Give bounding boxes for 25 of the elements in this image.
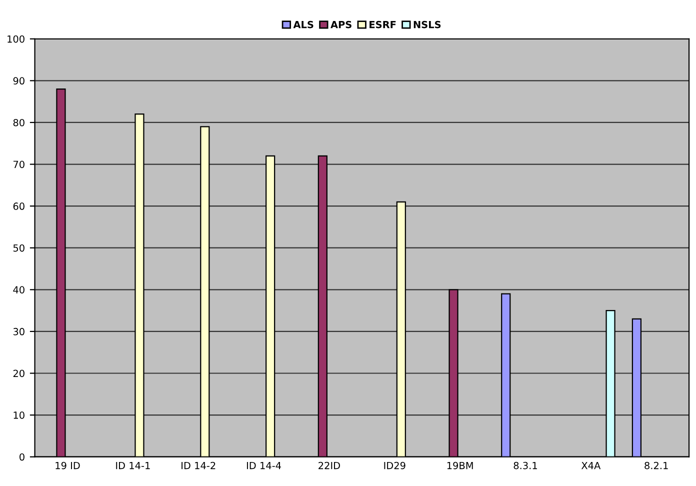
y-tick-label: 90 bbox=[13, 77, 24, 85]
legend-label: ALS bbox=[293, 20, 314, 28]
x-tick-label: 19BM bbox=[447, 462, 473, 470]
y-tick-label: 50 bbox=[13, 244, 24, 252]
x-tick-label: 8.2.1 bbox=[644, 462, 668, 470]
y-tick-label: 80 bbox=[13, 118, 24, 126]
y-tick-label: 100 bbox=[8, 35, 24, 43]
legend-label: NSLS bbox=[414, 20, 441, 28]
x-tick-label: 19 ID bbox=[56, 462, 80, 470]
y-tick-label: 20 bbox=[13, 370, 24, 378]
y-tick-label: 0 bbox=[20, 453, 24, 461]
y-tick-label: 10 bbox=[14, 412, 24, 419]
legend-label: APS bbox=[330, 20, 352, 28]
legend-label: ESRF bbox=[370, 20, 396, 28]
y-tick-label: 60 bbox=[13, 202, 24, 210]
x-tick-label: ID 14-4 bbox=[246, 462, 281, 470]
y-tick-label: 40 bbox=[13, 286, 24, 294]
y-tick-label: 30 bbox=[13, 328, 24, 336]
y-tick-label: 70 bbox=[14, 160, 24, 168]
x-tick-label: ID 14-1 bbox=[116, 462, 150, 470]
x-tick-label: X4A bbox=[581, 462, 601, 470]
x-tick-label: ID29 bbox=[384, 462, 406, 470]
x-tick-label: 22ID bbox=[318, 462, 340, 470]
x-tick-label: 8.3.1 bbox=[514, 462, 537, 470]
x-tick-label: ID 14-2 bbox=[182, 462, 216, 470]
